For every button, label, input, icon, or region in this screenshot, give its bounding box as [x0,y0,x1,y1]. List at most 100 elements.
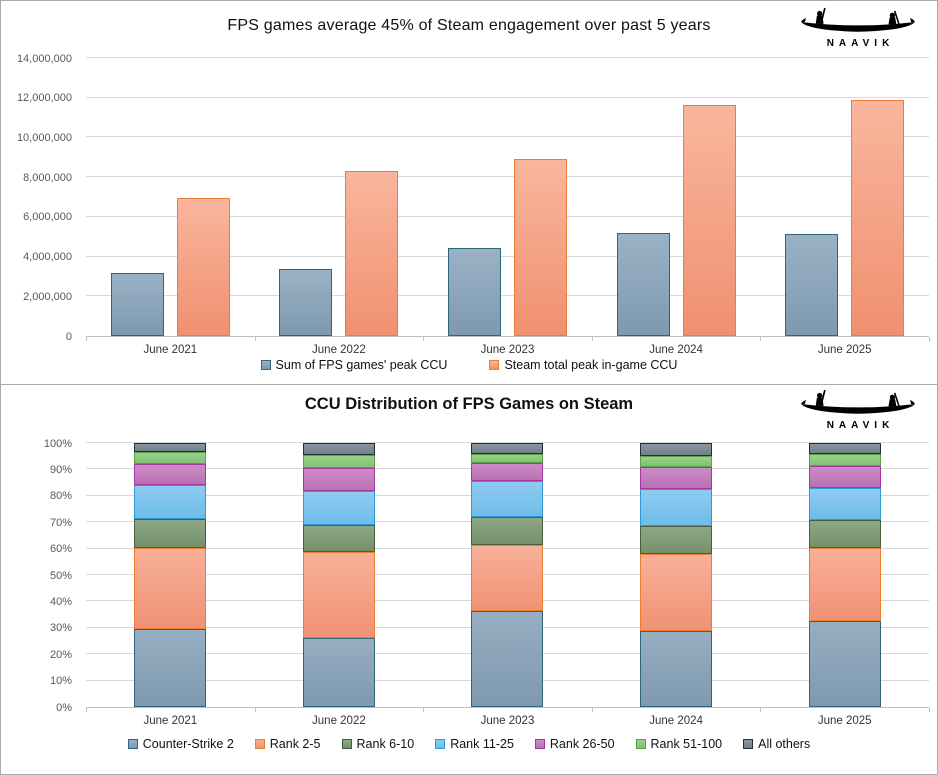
bar-group [592,58,761,336]
axis-tick [929,708,930,712]
y-tick-label: 60% [49,543,72,556]
x-tick-label: June 2023 [480,715,535,727]
y-tick-label: 4,000,000 [23,251,72,264]
bar [176,198,230,336]
bar-segment [640,466,713,490]
bar-group [760,443,929,707]
top-chart-y-axis: 0 2,000,000 4,000,000 6,000,000 8,000,000 10,… [1,53,80,343]
legend-item: Counter-Strike 2 [127,737,234,751]
legend-swatch [341,739,352,749]
bar-segment [808,547,881,621]
bar-segment [302,443,375,456]
y-tick-label: 0 [65,330,72,343]
x-tick-label: June 2022 [312,344,366,356]
bar-segment [640,630,713,707]
bar-segment [134,464,207,485]
bar-segment [640,525,713,554]
bar-segment [134,443,207,452]
legend-item: Sum of FPS games' peak CCU [260,358,448,372]
gridline [86,215,929,217]
legend-label: Rank 26-50 [549,737,615,751]
bar [513,159,567,336]
y-tick-label: 0% [56,701,72,714]
bar-segment [808,465,881,489]
bar-segment [302,552,375,639]
legend-label: All others [758,737,811,751]
x-tick-label: June 2021 [143,715,198,727]
legend-item: All others [743,737,810,751]
legend-item: Rank 11-25 [435,737,514,751]
axis-tick [423,337,425,341]
brand-wordmark: NAAVIK [826,38,895,49]
bar-segment [471,443,544,454]
axis-tick [86,708,87,712]
bottom-chart-y-axis: 0% 10% 20% 30% 40% 50% 60% 70% 80% 90% 100% [1,438,80,714]
y-tick-label: 2,000,000 [23,290,72,303]
legend-label: Steam total peak in-game CCU [504,358,678,372]
bar-segment [302,490,375,525]
x-tick-label: June 2025 [817,715,872,727]
legend-label: Sum of FPS games' peak CCU [275,358,448,372]
gridline [86,96,929,98]
legend-swatch [260,360,271,370]
legend-swatch [254,739,265,749]
bar-segment [808,488,881,520]
bar-group [423,58,592,336]
legend-label: Rank 51-100 [650,737,723,751]
axis-tick [254,337,256,341]
gridline [86,442,929,443]
stacked-bar [134,443,207,707]
bottom-chart-x-axis: June 2021 June 2022 June 2023 June 2024 June… [86,708,929,727]
bar [851,99,905,336]
axis-tick [760,337,762,341]
bar-segment [808,620,881,707]
legend-item: Steam total peak in-game CCU [489,358,677,372]
y-tick-label: 100% [43,437,72,450]
x-tick-label: June 2023 [480,344,535,356]
bar [616,232,670,336]
axis-tick [86,337,87,341]
bar-segment [134,547,207,630]
naavik-logo: NAAVIK [795,389,921,431]
axis-tick [929,337,930,341]
stacked-bar [640,443,713,707]
legend-label: Counter-Strike 2 [142,737,234,751]
y-tick-label: 6,000,000 [23,211,72,224]
bar-segment [471,453,544,464]
y-tick-label: 14,000,000 [16,52,72,65]
bottom-chart-title: CCU Distribution of FPS Games on Steam [304,395,634,413]
bar-segment [134,629,207,707]
brand-wordmark: NAAVIK [826,420,895,431]
bar-segment [302,524,375,552]
bar-segment [640,455,713,467]
legend-swatch [489,360,500,370]
x-tick-label: June 2024 [649,715,703,727]
axis-tick [254,708,256,712]
bar-slots [86,58,929,336]
bar-group [760,58,929,336]
bar-segment [302,468,375,491]
gridline [86,255,929,257]
legend-item: Rank 2-5 [254,737,321,751]
bar [682,104,736,336]
bar-segment [134,519,207,548]
y-tick-label: 30% [49,622,72,635]
naavik-logo: NAAVIK [795,7,921,49]
boat-icon [799,7,917,37]
bar-segment [640,443,713,456]
y-tick-label: 90% [49,463,72,476]
legend-item: Rank 6-10 [341,737,414,751]
y-tick-label: 12,000,000 [16,92,72,105]
legend-swatch [743,739,754,749]
stacked-bar [471,443,544,707]
bar-segment [471,610,544,707]
bar-segment [302,455,375,469]
bar-group [255,443,424,707]
y-tick-label: 8,000,000 [23,171,72,184]
legend-label: Rank 11-25 [450,737,514,751]
x-tick-label: June 2024 [649,344,703,356]
bar-segment [134,451,207,465]
bar-segment [808,454,881,466]
top-chart-title: FPS games average 45% of Steam engagemen… [227,17,711,34]
